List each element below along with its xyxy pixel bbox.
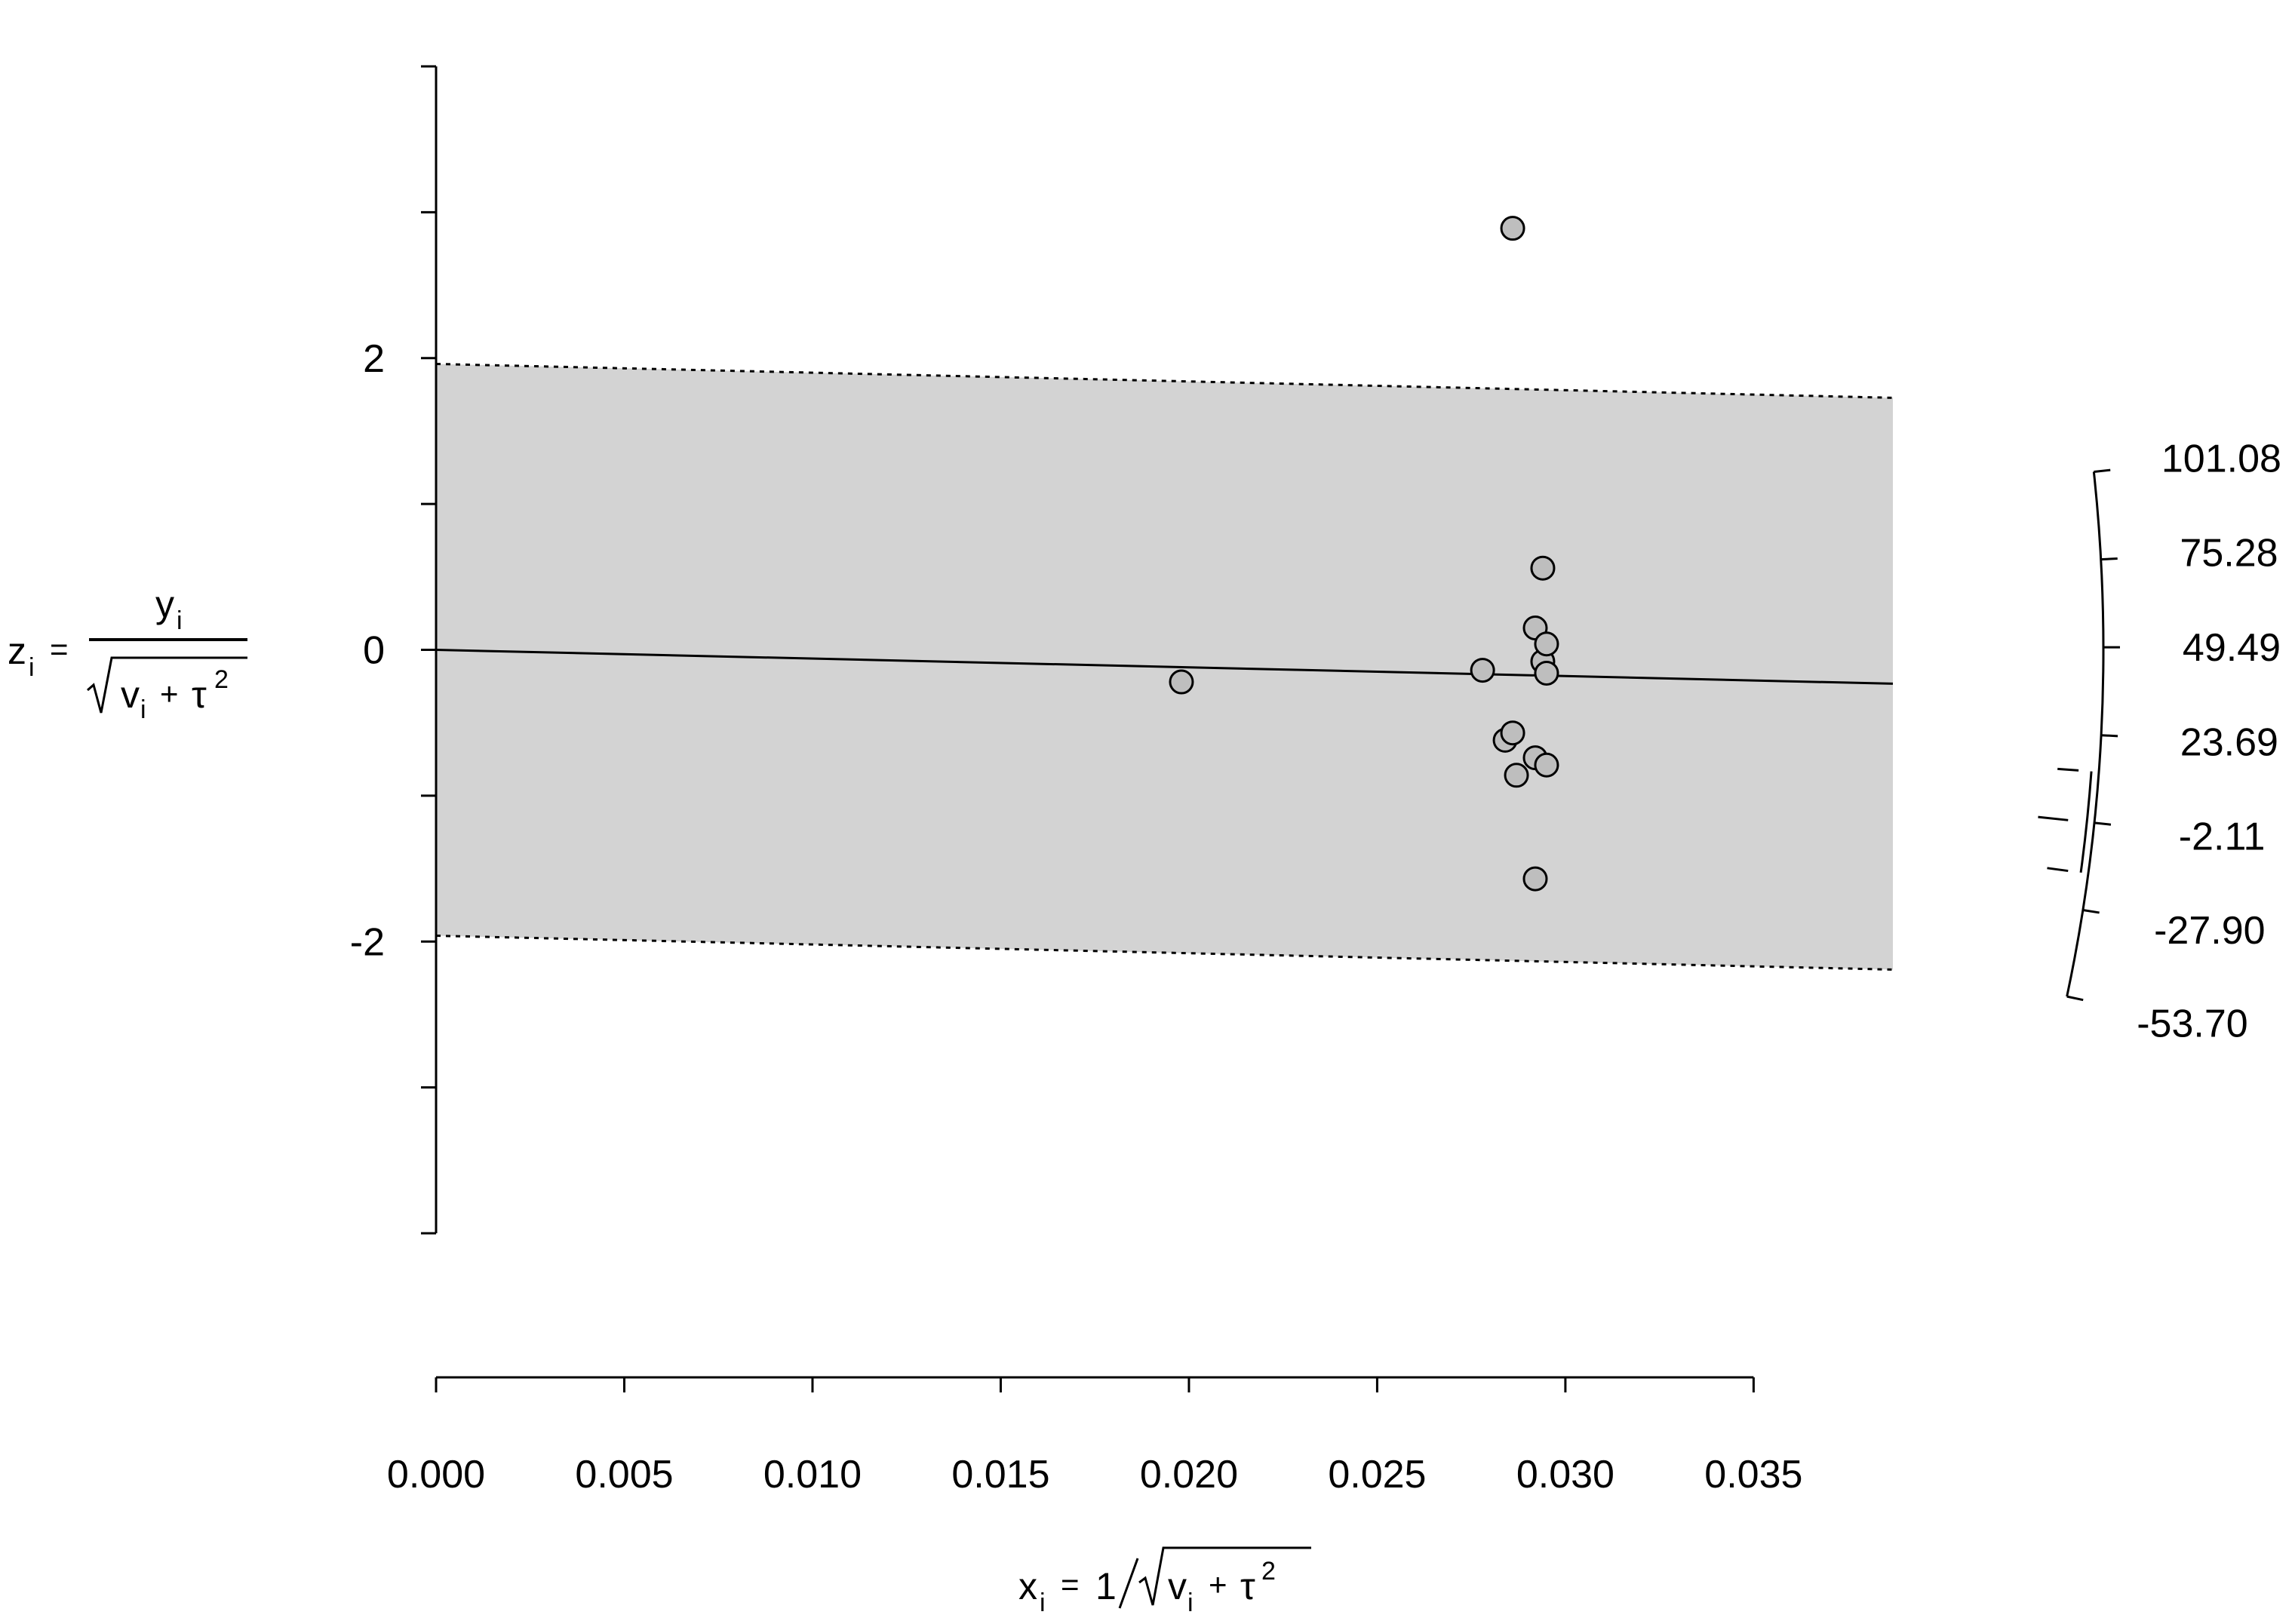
ylabel-numerator: y	[155, 583, 174, 625]
xlabel-lhs: x	[1018, 1565, 1037, 1607]
ylabel-sup: 2	[214, 665, 229, 694]
ylabel-lhs-sub: i	[29, 653, 35, 682]
x-tick-label: 0.000	[387, 1453, 485, 1497]
data-point	[1169, 669, 1194, 695]
xlabel-slash	[1118, 1558, 1139, 1609]
x-axis: 0.000 0.005 0.010 0.015 0.020 0.025 0.030 0.035	[387, 1376, 1802, 1497]
ylabel-radical	[87, 656, 247, 714]
data-point	[1500, 720, 1525, 746]
y-axis: 2 0 -2	[350, 65, 438, 1235]
data-point	[1504, 763, 1529, 788]
data-point	[1534, 752, 1559, 778]
data-point	[1534, 631, 1559, 657]
xlabel-eq: =	[1061, 1567, 1080, 1602]
y-tick-label: 0	[363, 629, 385, 673]
radial-tick-label: -27.90	[2154, 909, 2265, 953]
ci-lower-cap	[2047, 867, 2069, 873]
radial-tick-label: -2.11	[2179, 815, 2266, 859]
ylabel-plus: +	[160, 676, 179, 711]
ylabel-rad-v: v	[121, 674, 140, 716]
xlabel-sup: 2	[1261, 1557, 1276, 1586]
x-tick-label: 0.005	[575, 1453, 673, 1497]
xlabel-radical	[1138, 1546, 1311, 1606]
xlabel-numerator: 1	[1095, 1565, 1117, 1607]
radial-tick	[2066, 995, 2084, 1002]
estimate-tick	[2038, 815, 2069, 821]
data-point	[1530, 555, 1556, 581]
data-point	[1522, 866, 1548, 892]
xlabel-rad-sub: i	[1187, 1589, 1194, 1617]
radial-tick-label: 49.49	[2183, 626, 2281, 670]
regression-line	[435, 649, 1894, 685]
ci-upper-cap	[2057, 767, 2079, 772]
xlabel-rad-v: v	[1168, 1565, 1187, 1607]
ylabel-lhs: z	[8, 630, 26, 672]
data-point	[1500, 216, 1525, 241]
ylabel-rad-sub: i	[140, 695, 146, 724]
radial-tick	[2082, 909, 2100, 914]
x-tick-label: 0.020	[1140, 1453, 1238, 1497]
radial-arc	[2066, 471, 2105, 997]
band-upper-line	[435, 362, 1894, 399]
radial-tick	[2094, 821, 2112, 826]
y-axis-label: z i = y i v i + τ 2	[8, 583, 247, 724]
radial-tick	[2094, 468, 2111, 473]
regression-line-path	[435, 649, 1894, 685]
data-point	[1470, 658, 1495, 683]
radial-tick-label: 75.28	[2180, 531, 2278, 575]
ylabel-numerator-sub: i	[177, 606, 183, 635]
ylabel-tau: τ	[192, 674, 207, 716]
radial-tick-label: -53.70	[2137, 1002, 2247, 1045]
xlabel-lhs-sub: i	[1040, 1589, 1046, 1617]
data-points	[1169, 216, 1559, 892]
x-tick-label: 0.010	[763, 1453, 862, 1497]
band-lower-line	[435, 935, 1894, 971]
x-tick-label: 0.025	[1328, 1453, 1426, 1497]
y-tick-label: 2	[363, 337, 385, 381]
radial-tick-label: 101.08	[2161, 437, 2281, 480]
data-point	[1534, 660, 1559, 686]
radial-tick-label: 23.69	[2180, 720, 2278, 764]
ci-bracket-arc	[2079, 771, 2093, 873]
radial-tick	[2100, 557, 2118, 561]
y-tick-label: -2	[350, 920, 385, 964]
x-tick-label: 0.015	[951, 1453, 1049, 1497]
x-tick-label: 0.035	[1704, 1453, 1802, 1497]
xlabel-plus: +	[1209, 1567, 1227, 1602]
xlabel-tau: τ	[1240, 1565, 1255, 1607]
x-tick-label: 0.030	[1516, 1453, 1614, 1497]
ylabel-eq: =	[50, 631, 69, 667]
x-axis-label: x i = 1 v i + τ 2	[1018, 1546, 1311, 1617]
radial-tick	[2101, 734, 2118, 738]
radial-scale: 101.08 75.28 49.49 23.69 -2.11 -27.90 -53.70	[2038, 437, 2281, 1045]
